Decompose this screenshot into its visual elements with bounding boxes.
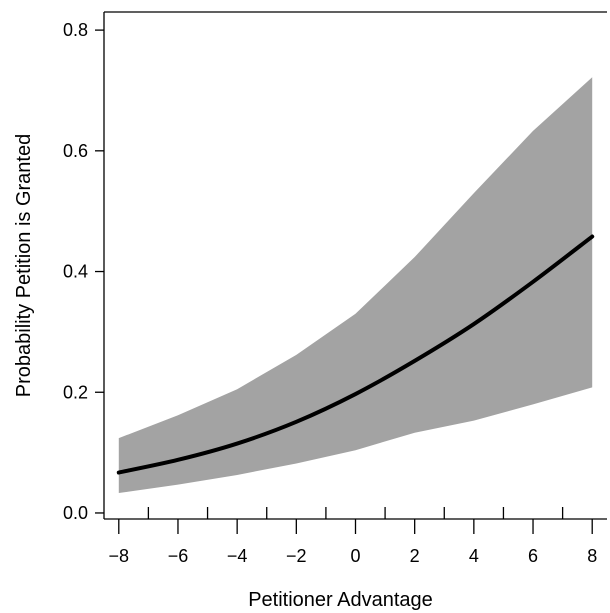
series-line-layer [116, 234, 595, 475]
x-axis-label: Petitioner Advantage [248, 589, 433, 611]
series-line [116, 234, 595, 475]
y-tick-label: 0.8 [63, 20, 88, 40]
x-tick-label: 0 [350, 546, 360, 566]
y-tick-label: 0.6 [63, 141, 88, 161]
confidence-band [118, 77, 593, 494]
y-tick-label: 0.4 [63, 262, 88, 282]
confidence-band-layer [118, 77, 593, 494]
x-tick-label: 8 [587, 546, 597, 566]
y-tick-label: 0.0 [63, 503, 88, 523]
axes: 0.0 0.2 0.4 0.6 0.8 −8 −6 −4 −2 0 2 4 6 8 [63, 11, 607, 566]
x-tick-label: 4 [469, 546, 479, 566]
x-tick-label: −6 [168, 546, 189, 566]
y-tick-label: 0.2 [63, 382, 88, 402]
x-tick-label: −4 [227, 546, 248, 566]
x-tick-label: −2 [286, 546, 307, 566]
x-tick-label: 2 [410, 546, 420, 566]
x-tick-label: −8 [109, 546, 130, 566]
x-tick-label: 6 [528, 546, 538, 566]
y-axis-label: Probability Petition is Granted [13, 134, 35, 397]
